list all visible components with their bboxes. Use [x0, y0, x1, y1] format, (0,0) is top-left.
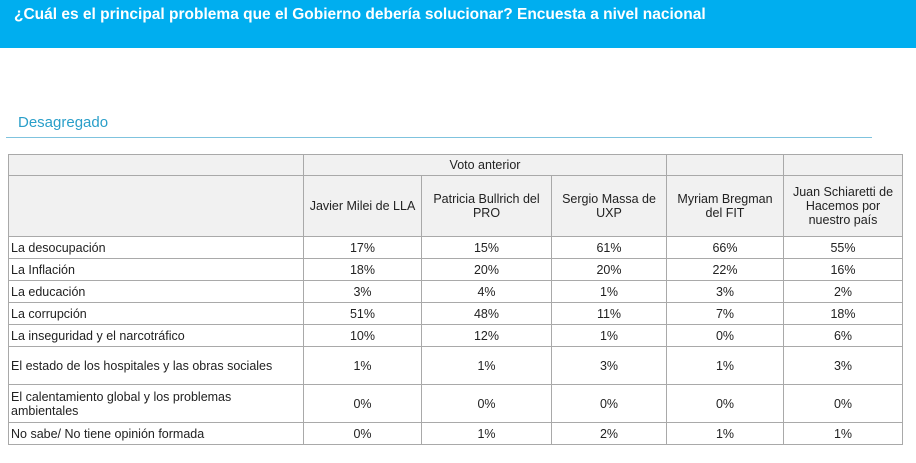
row-label: La educación	[8, 280, 304, 303]
value-cell: 0%	[421, 384, 552, 423]
table-row: La corrupción 51% 48% 11% 7% 18%	[8, 302, 903, 325]
value-cell: 1%	[551, 280, 667, 303]
empty-header-cell	[666, 154, 784, 176]
row-label: El estado de los hospitales y las obras …	[8, 346, 304, 385]
value-cell: 18%	[303, 258, 422, 281]
empty-header-cell	[8, 154, 304, 176]
value-cell: 3%	[783, 346, 903, 385]
value-cell: 0%	[303, 422, 422, 445]
table-row: La educación 3% 4% 1% 3% 2%	[8, 280, 903, 303]
value-cell: 0%	[303, 384, 422, 423]
value-cell: 17%	[303, 236, 422, 259]
column-header-row: Javier Milei de LLA Patricia Bullrich del…	[8, 175, 903, 237]
value-cell: 20%	[421, 258, 552, 281]
value-cell: 55%	[783, 236, 903, 259]
value-cell: 0%	[783, 384, 903, 423]
value-cell: 12%	[421, 324, 552, 347]
header-band: ¿Cuál es el principal problema que el Go…	[0, 0, 916, 48]
value-cell: 1%	[421, 422, 552, 445]
value-cell: 0%	[666, 384, 784, 423]
section-title: Desagregado	[18, 114, 109, 131]
value-cell: 2%	[783, 280, 903, 303]
table-row: El calentamiento global y los problemas …	[8, 384, 903, 423]
column-header: Javier Milei de LLA	[303, 175, 422, 237]
value-cell: 18%	[783, 302, 903, 325]
results-table: Voto anterior Javier Milei de LLA Patrici…	[8, 154, 903, 445]
value-cell: 0%	[551, 384, 667, 423]
value-cell: 1%	[783, 422, 903, 445]
table-row: No sabe/ No tiene opinión formada 0% 1% 2% 1…	[8, 422, 903, 445]
value-cell: 2%	[551, 422, 667, 445]
value-cell: 20%	[551, 258, 667, 281]
empty-header-cell	[8, 175, 304, 237]
column-header: Sergio Massa de UXP	[551, 175, 667, 237]
table-row: La desocupación 17% 15% 61% 66% 55%	[8, 236, 903, 259]
page-title: ¿Cuál es el principal problema que el Go…	[14, 6, 706, 23]
row-label: El calentamiento global y los problemas …	[8, 384, 304, 423]
table-row: El estado de los hospitales y las obras …	[8, 346, 903, 385]
value-cell: 1%	[421, 346, 552, 385]
table-row: La inseguridad y el narcotráfico 10% 12% 1%…	[8, 324, 903, 347]
value-cell: 66%	[666, 236, 784, 259]
value-cell: 61%	[551, 236, 667, 259]
group-header: Voto anterior	[303, 154, 667, 176]
value-cell: 3%	[551, 346, 667, 385]
column-header: Myriam Bregman del FIT	[666, 175, 784, 237]
value-cell: 4%	[421, 280, 552, 303]
value-cell: 10%	[303, 324, 422, 347]
empty-header-cell	[783, 154, 903, 176]
value-cell: 15%	[421, 236, 552, 259]
row-label: La desocupación	[8, 236, 304, 259]
value-cell: 1%	[666, 422, 784, 445]
value-cell: 16%	[783, 258, 903, 281]
column-header: Juan Schiaretti de Hacemos por nuestro p…	[783, 175, 903, 237]
value-cell: 1%	[551, 324, 667, 347]
row-label: La inseguridad y el narcotráfico	[8, 324, 304, 347]
row-label: La Inflación	[8, 258, 304, 281]
value-cell: 22%	[666, 258, 784, 281]
value-cell: 11%	[551, 302, 667, 325]
value-cell: 51%	[303, 302, 422, 325]
value-cell: 48%	[421, 302, 552, 325]
value-cell: 1%	[666, 346, 784, 385]
column-header: Patricia Bullrich del PRO	[421, 175, 552, 237]
table-row: La Inflación 18% 20% 20% 22% 16%	[8, 258, 903, 281]
value-cell: 7%	[666, 302, 784, 325]
row-label: La corrupción	[8, 302, 304, 325]
value-cell: 0%	[666, 324, 784, 347]
group-header-row: Voto anterior	[8, 154, 903, 176]
value-cell: 3%	[303, 280, 422, 303]
row-label: No sabe/ No tiene opinión formada	[8, 422, 304, 445]
section-divider	[6, 137, 872, 138]
value-cell: 1%	[303, 346, 422, 385]
value-cell: 6%	[783, 324, 903, 347]
value-cell: 3%	[666, 280, 784, 303]
